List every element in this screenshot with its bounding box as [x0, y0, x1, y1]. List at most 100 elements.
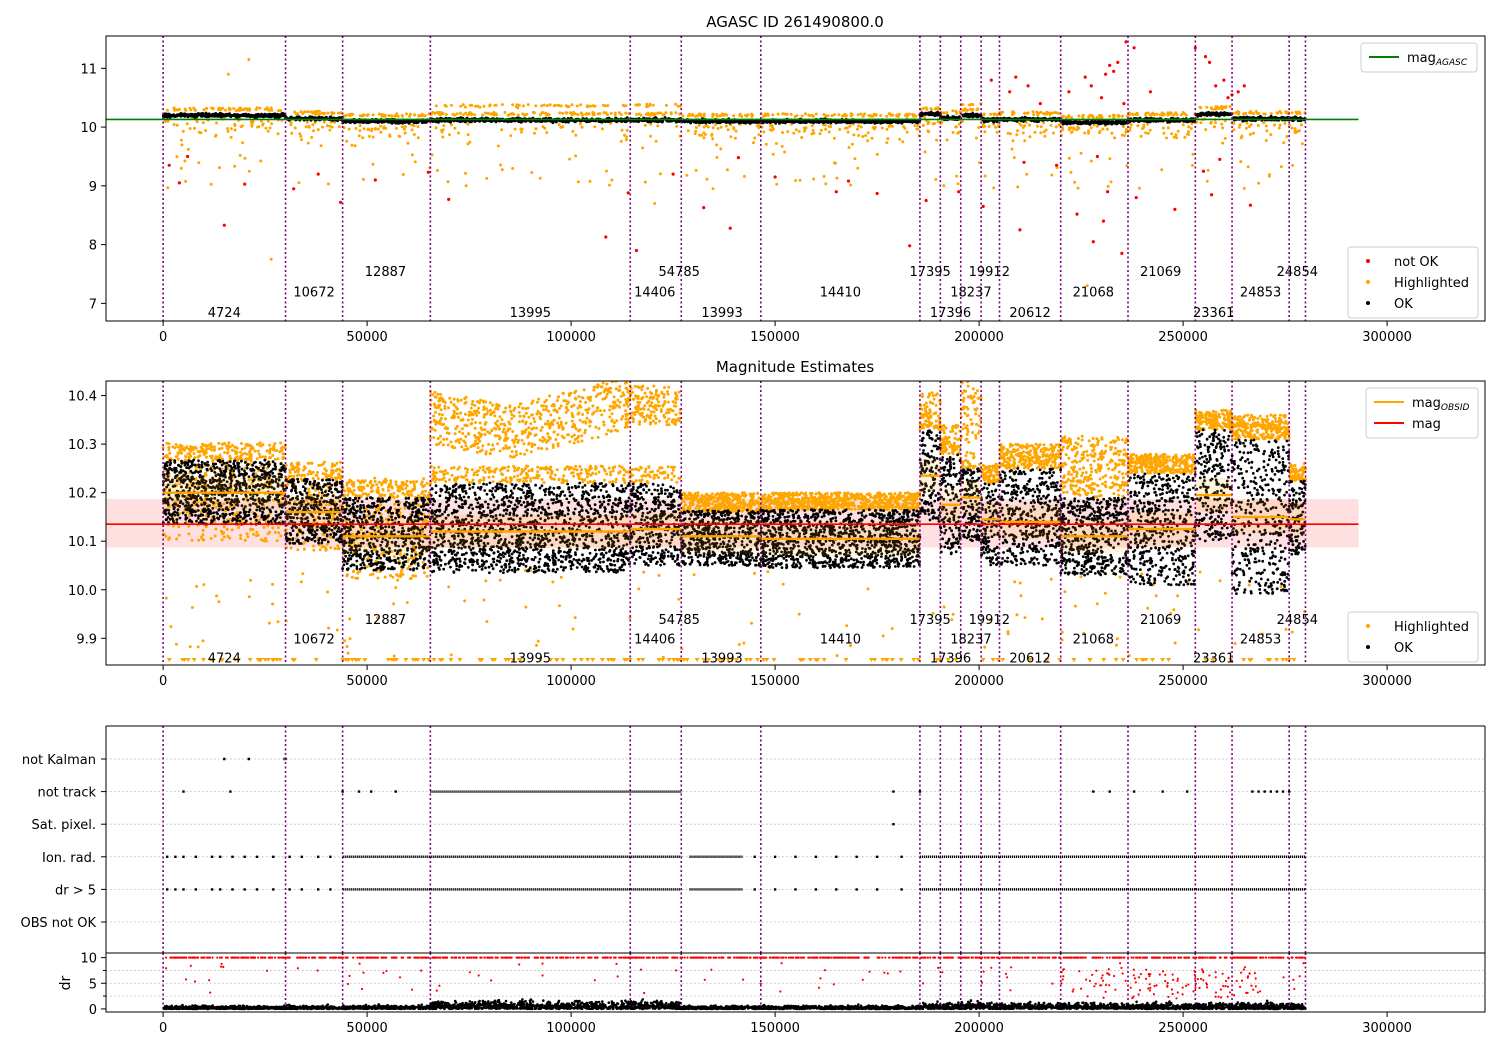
agasc-panel: AGASC ID 261490800.0 4724 10672 12887 13995… — [80, 13, 1486, 345]
x-tick-label: 50000 — [346, 330, 387, 345]
flag-points — [166, 855, 903, 858]
obsid-label: 21069 — [1140, 265, 1181, 280]
obsid-label: 24854 — [1277, 265, 1318, 280]
clipped-low-markers — [166, 658, 1297, 662]
obsid-label: 4724 — [208, 652, 241, 667]
obsid-label: 17396 — [930, 306, 971, 321]
obsid-label: 14410 — [820, 632, 861, 647]
obsid-label: 17396 — [930, 652, 971, 667]
y-tick-label: 5 — [89, 977, 97, 992]
magnitude-panel-axes: 0 50000 100000 150000 200000 250000 300000 9.9 1… — [68, 380, 1486, 689]
obsid-label: 23361 — [1193, 306, 1234, 321]
obsid-label: 24854 — [1277, 613, 1318, 628]
obsid-label: 23361 — [1193, 652, 1234, 667]
y-tick-label: 10.4 — [68, 390, 97, 405]
legend-marker — [1366, 624, 1370, 628]
dr-axis-label: dr — [58, 975, 74, 990]
flag-row-label: not track — [37, 786, 96, 801]
legend-box — [1360, 42, 1478, 73]
obsid-label: 54785 — [659, 265, 700, 280]
legend-marker — [1366, 259, 1370, 263]
flag-row-label: Sat. pixel. — [32, 818, 96, 833]
flags-panel-data — [106, 726, 1485, 953]
legend-box — [1347, 246, 1479, 319]
highlighted-points — [163, 58, 1307, 288]
dr-panel-data — [106, 953, 1485, 1012]
flag-points — [182, 790, 1291, 793]
flags-plot-area — [106, 726, 1485, 953]
dr-panel-frame — [105, 952, 1486, 1013]
x-tick-label: 300000 — [1362, 330, 1412, 345]
agasc-panel-data: 4724 10672 12887 13995 14406 54785 13993 14410 1… — [106, 36, 1359, 321]
x-tick-label: 100000 — [546, 330, 596, 345]
y-tick-label: 10.3 — [68, 438, 97, 453]
x-tick-label: 200000 — [954, 674, 1004, 689]
flags-panel-axes: not Kalman not track Sat. pixel. Ion. rad. d… — [21, 725, 1486, 953]
flag-row-label: Ion. rad. — [42, 851, 96, 866]
y-tick-label: 10 — [80, 952, 97, 967]
not-ok-points — [167, 40, 1253, 255]
obsid-label: 24853 — [1240, 632, 1281, 647]
legend-marker — [1366, 280, 1370, 284]
obsid-label: 14410 — [820, 286, 861, 301]
obsid-label: 24853 — [1240, 286, 1281, 301]
obsid-label: 20612 — [1009, 306, 1050, 321]
obsid-label: 14406 — [634, 632, 675, 647]
magnitude-panel-data: 4724 10672 12887 13995 14406 54785 13993 14410 1… — [106, 381, 1359, 667]
legend-box — [1347, 611, 1479, 663]
flag-row-label: dr > 5 — [55, 883, 96, 898]
dr-panel-axes: 0 50000 100000 150000 200000 250000 300000 0 5 10 — [80, 952, 1486, 1036]
x-tick-label: 250000 — [1158, 330, 1208, 345]
obsid-label: 10672 — [293, 286, 334, 301]
magnitude-legend-bottom: Highlighted OK — [1347, 611, 1479, 663]
obsid-label: 13995 — [510, 306, 551, 321]
flag-points — [166, 888, 903, 891]
x-tick-label: 0 — [159, 1021, 167, 1036]
flag-row-label: OBS not OK — [21, 916, 97, 931]
agasc-legend-bottom: not OK Highlighted OK — [1347, 246, 1479, 319]
y-tick-label: 9 — [89, 180, 97, 195]
y-tick-label: 9.9 — [76, 632, 97, 647]
y-tick-label: 10.2 — [68, 487, 97, 502]
x-tick-label: 150000 — [750, 330, 800, 345]
obsid-label: 14406 — [634, 286, 675, 301]
legend-label: Highlighted — [1394, 620, 1469, 635]
obsid-label: 18237 — [950, 286, 991, 301]
obsid-label: 4724 — [208, 306, 241, 321]
magnitude-panel-frame — [105, 380, 1486, 666]
y-tick-label: 10.0 — [68, 584, 97, 599]
obsid-label: 13993 — [701, 652, 742, 667]
legend-label: OK — [1394, 641, 1413, 656]
x-tick-label: 0 — [159, 674, 167, 689]
obsid-label: 21069 — [1140, 613, 1181, 628]
y-tick-label: 0 — [89, 1003, 97, 1018]
obsid-label: 10672 — [293, 632, 334, 647]
x-tick-label: 0 — [159, 330, 167, 345]
obsid-label: 21068 — [1073, 632, 1114, 647]
legend-label: mag — [1412, 417, 1441, 432]
highlighted-points — [161, 381, 1307, 659]
agasc-panel-frame — [105, 35, 1486, 322]
x-tick-label: 300000 — [1362, 1021, 1412, 1036]
flags-panel: not Kalman not track Sat. pixel. Ion. rad. d… — [21, 725, 1486, 953]
legend-box — [1365, 387, 1479, 439]
x-tick-label: 150000 — [750, 1021, 800, 1036]
dr-ok-points — [162, 998, 1307, 1011]
x-tick-label: 300000 — [1362, 674, 1412, 689]
obsid-label: 19912 — [969, 265, 1010, 280]
magnitude-panel: Magnitude Estimates 4724 10672 12887 13995 1… — [68, 358, 1486, 689]
x-tick-label: 100000 — [546, 1021, 596, 1036]
obsid-label: 17395 — [909, 265, 950, 280]
y-tick-label: 11 — [80, 62, 97, 77]
x-tick-label: 100000 — [546, 674, 596, 689]
x-tick-label: 200000 — [954, 1021, 1004, 1036]
flag-row-label: not Kalman — [22, 753, 96, 768]
y-tick-label: 10 — [80, 121, 97, 136]
ok-points — [161, 428, 1307, 595]
x-tick-label: 200000 — [954, 330, 1004, 345]
y-tick-label: 10.1 — [68, 535, 97, 550]
dr-plot-area — [106, 953, 1485, 1012]
agasc-legend-top: magAGASC — [1360, 42, 1478, 73]
